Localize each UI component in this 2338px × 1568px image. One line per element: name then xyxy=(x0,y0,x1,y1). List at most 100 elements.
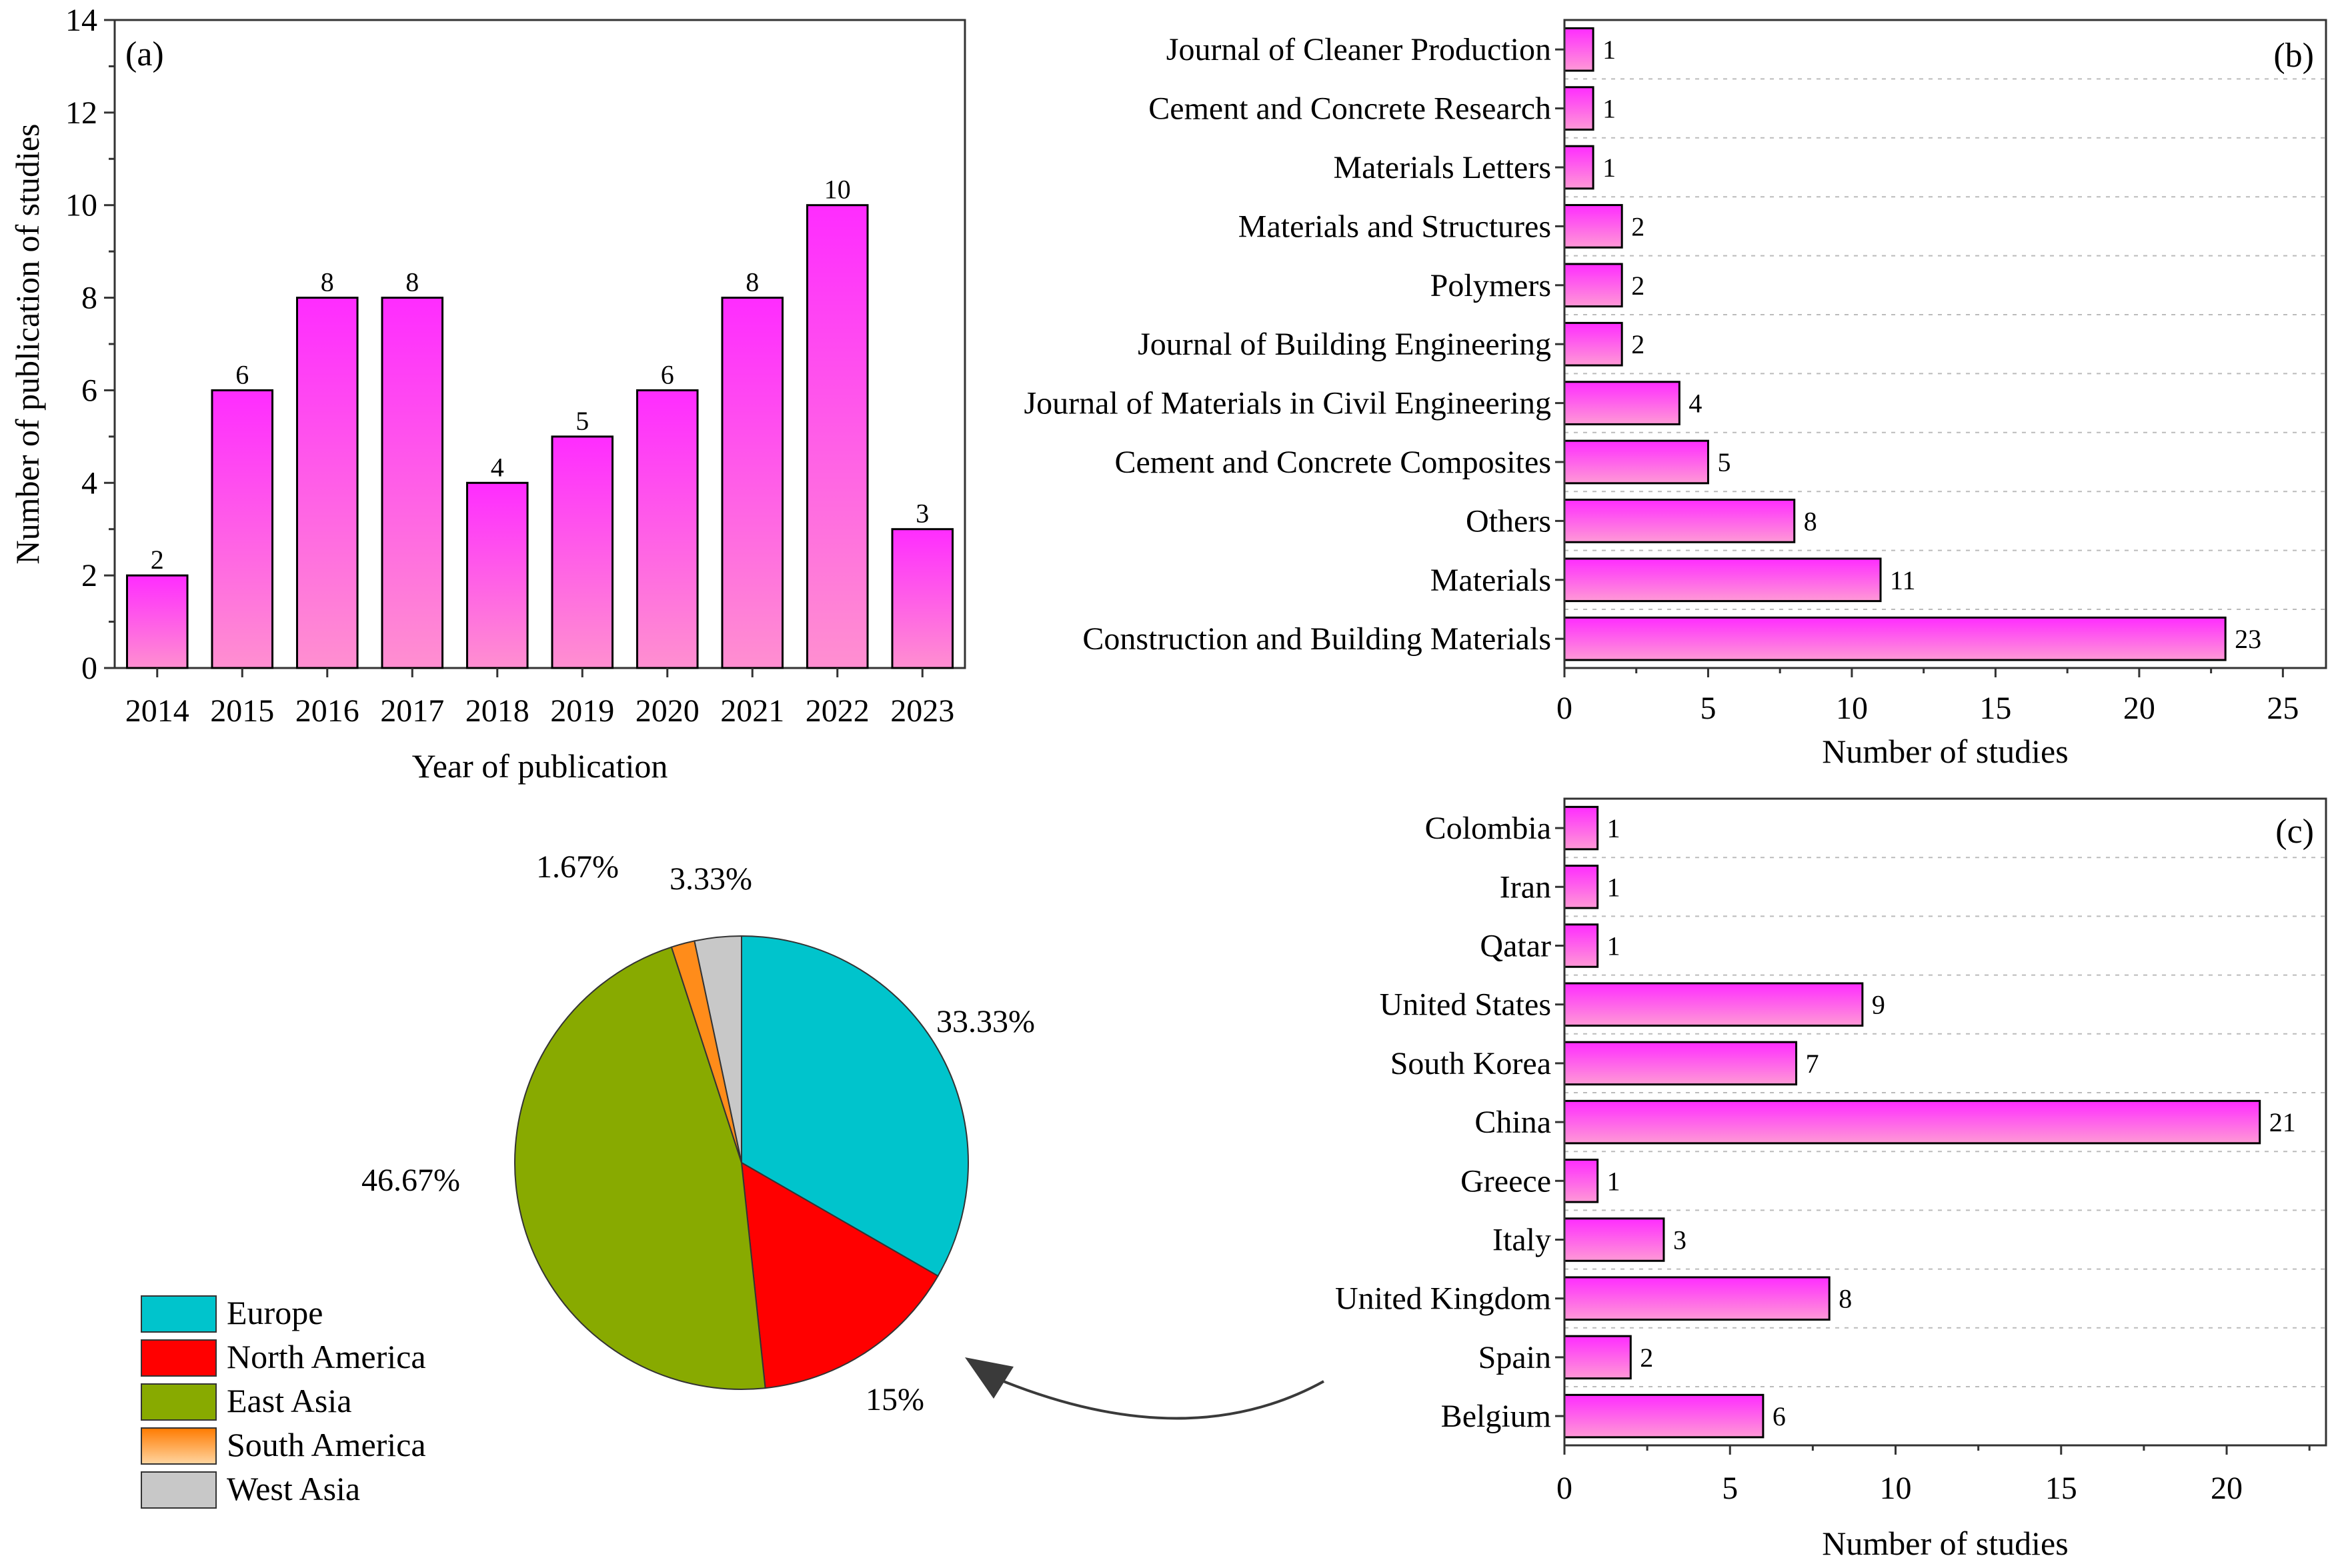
data-label-journal-of-building-engineering: 2 xyxy=(1631,329,1644,359)
category-label-united-kingdom: United Kingdom xyxy=(1335,1281,1551,1317)
data-label-spain: 2 xyxy=(1640,1343,1653,1373)
category-label-united-states: United States xyxy=(1380,987,1551,1023)
bar-south-korea xyxy=(1563,1041,1798,1086)
bar-2016 xyxy=(295,297,359,669)
data-label-journal-of-cleaner-production: 1 xyxy=(1602,35,1616,65)
bar-2023 xyxy=(891,528,954,669)
category-label-belgium: Belgium xyxy=(1441,1399,1551,1434)
category-label-journal-of-materials-in-civil-engineering: Journal of Materials in Civil Engineerin… xyxy=(1024,386,1552,421)
category-label-colombia: Colombia xyxy=(1425,811,1551,846)
category-label-materials: Materials xyxy=(1430,563,1551,598)
data-label-italy: 3 xyxy=(1673,1225,1686,1255)
category-label-cement-and-concrete-research: Cement and Concrete Research xyxy=(1148,91,1551,127)
data-label-colombia: 1 xyxy=(1607,813,1620,843)
bar-construction-and-building-materials xyxy=(1563,616,2227,661)
data-label-2017: 8 xyxy=(405,267,419,297)
x-tick-label-2014: 2014 xyxy=(125,693,189,729)
data-label-journal-of-materials-in-civil-engineering: 4 xyxy=(1688,389,1702,419)
y-tick-label: 4 xyxy=(81,465,97,501)
data-label-2021: 8 xyxy=(746,267,759,297)
data-label-polymers: 2 xyxy=(1631,271,1644,301)
bar-materials-letters xyxy=(1563,145,1594,190)
category-label-spain: Spain xyxy=(1478,1340,1551,1375)
pie-chart-regions: 33.33% 15% 46.67% 1.67% 3.33% Europe North Ame… xyxy=(141,849,1035,1509)
bar-chart-journals: 1 Journal of Cleaner Production 1 Cement an… xyxy=(1024,19,2327,770)
x-axis-label: Number of studies xyxy=(1822,733,2068,770)
connector-arrow xyxy=(996,1377,1324,1420)
x-tick-label-2022: 2022 xyxy=(806,693,870,729)
data-label-united-kingdom: 8 xyxy=(1839,1284,1852,1314)
data-label-qatar: 1 xyxy=(1607,931,1620,961)
pie-slice-east-asia xyxy=(513,946,766,1390)
category-label-italy: Italy xyxy=(1492,1223,1551,1258)
category-label-greece: Greece xyxy=(1460,1163,1551,1199)
x-axis-label: Number of studies xyxy=(1822,1525,2068,1562)
y-tick-label: 8 xyxy=(81,281,97,316)
y-tick-label: 10 xyxy=(65,188,97,223)
category-label-cement-and-concrete-composites: Cement and Concrete Composites xyxy=(1114,445,1551,480)
data-label-china: 21 xyxy=(2269,1107,2296,1137)
x-tick-label: 5 xyxy=(1722,1471,1738,1506)
bar-materials xyxy=(1563,557,1882,603)
legend-swatch-north-america xyxy=(141,1339,217,1377)
bar-colombia xyxy=(1563,805,1599,851)
bar-2022 xyxy=(806,204,869,669)
pie-label-west-asia: 3.33% xyxy=(670,861,752,897)
bar-2019 xyxy=(551,435,614,669)
data-label-2018: 4 xyxy=(491,452,504,482)
panel-label: (a) xyxy=(125,35,164,73)
bar-2020 xyxy=(636,389,699,669)
data-label-2019: 5 xyxy=(575,406,589,436)
pie-label-north-america: 15% xyxy=(866,1382,924,1417)
bar-chart-countries: 1 Colombia 1 Iran 1 Qatar 9 United States 7 South… xyxy=(1335,797,2327,1562)
panel-label: (b) xyxy=(2273,37,2314,75)
bar-chart-year: 0 2 4 6 8 10 12 14 2 2014 6 2015 8 2016 8 2017 4 2018 5 201… xyxy=(9,3,966,785)
legend-label-north-america: North America xyxy=(227,1338,426,1375)
legend-swatch-west-asia xyxy=(141,1471,217,1509)
bar-2015 xyxy=(211,389,274,669)
x-axis-label: Year of publication xyxy=(412,747,668,785)
category-label-others: Others xyxy=(1466,503,1551,539)
bar-qatar xyxy=(1563,923,1599,968)
data-label-2016: 8 xyxy=(321,267,334,297)
category-label-journal-of-cleaner-production: Journal of Cleaner Production xyxy=(1166,32,1551,67)
data-label-greece: 1 xyxy=(1607,1166,1620,1196)
x-tick-label: 20 xyxy=(2211,1471,2243,1506)
data-label-united-states: 9 xyxy=(1872,990,1885,1020)
x-tick-label: 10 xyxy=(1836,691,1868,726)
x-tick-label-2023: 2023 xyxy=(890,693,954,729)
bar-greece xyxy=(1563,1159,1599,1203)
data-label-materials-and-structures: 2 xyxy=(1631,211,1644,241)
legend-swatch-south-america xyxy=(141,1427,217,1465)
y-tick-label: 6 xyxy=(81,373,97,408)
panel-label: (c) xyxy=(2275,813,2314,851)
data-label-materials: 11 xyxy=(1890,565,1916,595)
x-tick-label: 0 xyxy=(1556,691,1572,726)
y-tick-label: 14 xyxy=(65,3,97,38)
x-tick-label: 15 xyxy=(1979,691,2011,726)
bar-cement-and-concrete-composites xyxy=(1563,439,1709,485)
bar-polymers xyxy=(1563,263,1623,308)
x-tick-label: 10 xyxy=(1880,1471,1912,1506)
bar-others xyxy=(1563,499,1796,543)
data-label-belgium: 6 xyxy=(1773,1401,1786,1431)
bar-2017 xyxy=(381,297,444,669)
plot-frame xyxy=(1563,797,2327,1447)
bar-iran xyxy=(1563,865,1599,909)
bar-2018 xyxy=(465,481,529,669)
category-label-construction-and-building-materials: Construction and Building Materials xyxy=(1082,621,1551,657)
plot-frame xyxy=(1563,19,2327,669)
y-tick-label: 0 xyxy=(81,651,97,686)
x-tick-label-2017: 2017 xyxy=(380,693,444,729)
x-tick-label-2020: 2020 xyxy=(636,693,700,729)
data-label-2023: 3 xyxy=(916,499,929,529)
bar-china xyxy=(1563,1099,2261,1145)
y-axis-label: Number of publication of studies xyxy=(9,124,46,565)
x-tick-label: 25 xyxy=(2267,691,2299,726)
data-label-iran: 1 xyxy=(1607,872,1620,902)
x-tick-label: 20 xyxy=(2123,691,2155,726)
x-tick-label-2021: 2021 xyxy=(720,693,784,729)
data-label-cement-and-concrete-composites: 5 xyxy=(1717,447,1730,477)
x-tick-label-2016: 2016 xyxy=(295,693,359,729)
pie-label-east-asia: 46.67% xyxy=(361,1163,460,1198)
